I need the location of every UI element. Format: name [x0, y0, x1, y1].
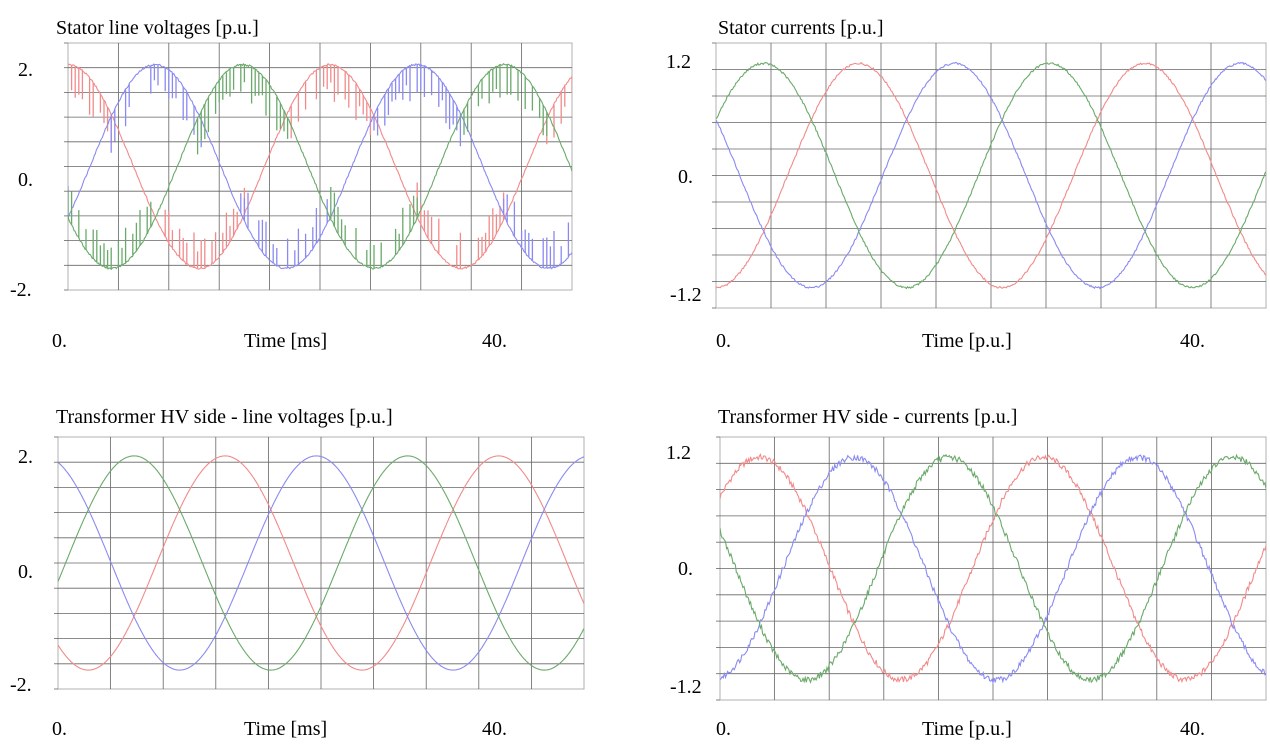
x-axis-label: Time [p.u.]	[922, 330, 1012, 352]
chart-title: Transformer HV side - line voltages [p.u…	[56, 406, 393, 428]
plot-area	[54, 436, 585, 690]
y-tick-label-mid: 0.	[678, 558, 693, 580]
series-line-1	[720, 453, 1266, 684]
series-line-3	[716, 62, 1266, 290]
series-line-1	[716, 61, 1266, 289]
series-line-1	[68, 63, 572, 270]
y-tick-label-top: 2.	[18, 59, 33, 81]
x-tick-label-end: 40.	[482, 718, 507, 740]
y-tick-label-top: 1.2	[666, 51, 691, 73]
series-line-2	[58, 455, 584, 671]
plot-area	[716, 436, 1267, 701]
x-axis-label: Time [ms]	[244, 718, 327, 740]
chart-title: Stator line voltages [p.u.]	[56, 17, 259, 39]
series-line-1	[58, 455, 584, 671]
y-tick-label-top: 1.2	[666, 442, 691, 464]
panel-stator-voltages: Stator line voltages [p.u.] 2. 0. -2. 0.…	[10, 17, 573, 352]
series-line-2	[720, 454, 1266, 685]
series-line-2	[716, 61, 1266, 290]
series-line-3	[68, 63, 572, 271]
x-tick-label-start: 0.	[716, 330, 731, 352]
y-tick-label-top: 2.	[18, 446, 33, 468]
x-tick-label-end: 40.	[1180, 718, 1205, 740]
series-spikes-3	[68, 64, 548, 269]
chart-title: Transformer HV side - currents [p.u.]	[718, 406, 1017, 428]
x-tick-label-end: 40.	[482, 330, 507, 352]
x-tick-label-start: 0.	[716, 718, 731, 740]
panel-transformer-voltages: Transformer HV side - line voltages [p.u…	[10, 406, 585, 740]
series-line-3	[58, 455, 584, 671]
panel-transformer-currents: Transformer HV side - currents [p.u.] 1.…	[666, 406, 1267, 740]
series-line-3	[720, 453, 1266, 684]
chart-title: Stator currents [p.u.]	[718, 17, 884, 39]
x-axis-label: Time [p.u.]	[922, 718, 1012, 740]
y-tick-label-mid: 0.	[18, 169, 33, 191]
x-tick-label-start: 0.	[52, 330, 67, 352]
y-tick-label-bottom: -2.	[10, 674, 32, 696]
x-axis-label: Time [ms]	[244, 330, 327, 352]
y-tick-label-bottom: -1.2	[670, 284, 702, 306]
series-spikes-2	[68, 64, 570, 269]
x-tick-label-end: 40.	[1180, 330, 1205, 352]
y-tick-label-bottom: -1.2	[670, 676, 702, 698]
series-line-2	[68, 63, 572, 270]
y-tick-label-mid: 0.	[18, 561, 33, 583]
y-tick-label-bottom: -2.	[10, 279, 32, 301]
x-tick-label-start: 0.	[52, 718, 67, 740]
y-tick-label-mid: 0.	[678, 166, 693, 188]
plot-area	[712, 42, 1267, 309]
panel-stator-currents: Stator currents [p.u.] 1.2 0. -1.2 0. Ti…	[666, 17, 1267, 352]
plot-area	[64, 42, 573, 291]
